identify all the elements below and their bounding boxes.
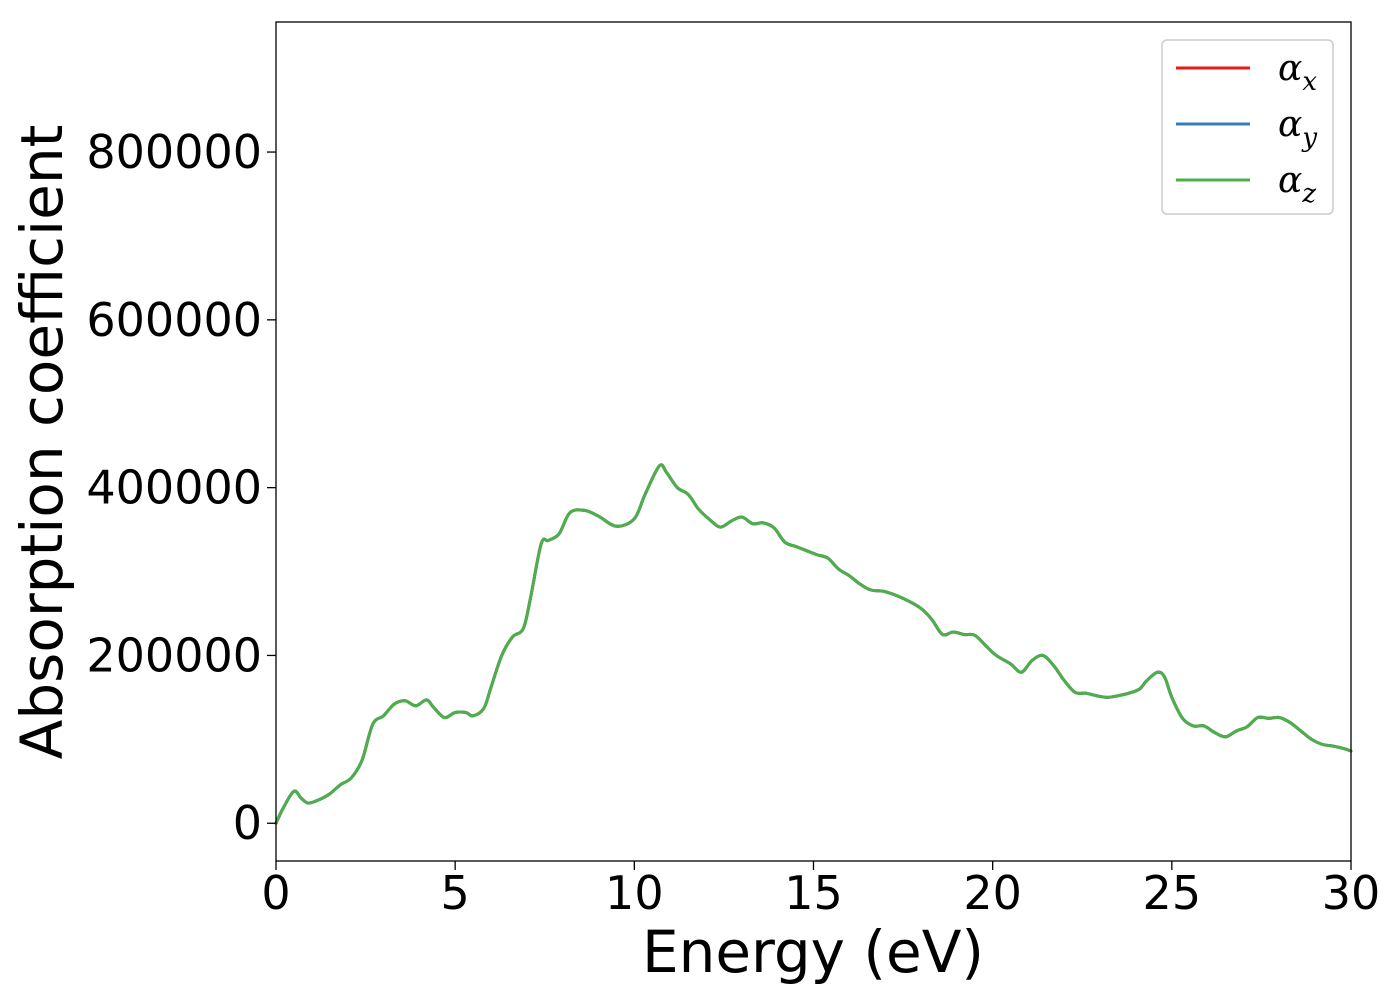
legend-symbol: α [1278,104,1302,145]
y-tick-label: 200000 [86,628,262,682]
y-axis: 0 200000 400000 600000 800000 [86,125,276,850]
legend-label-alpha-z: αz [1278,160,1316,209]
series-line-alpha-x [274,463,1353,825]
y-tick-label: 0 [233,796,262,850]
x-axis-label: Energy (eV) [642,918,984,986]
x-tick-label: 15 [784,866,843,920]
series-layer [274,463,1353,825]
y-tick-label: 400000 [86,461,262,515]
legend-subscript: x [1302,67,1317,97]
y-tick-label: 600000 [86,293,262,347]
series-line-alpha-z [274,463,1353,825]
x-tick-label: 5 [441,866,470,920]
x-axis: 0 5 10 15 20 25 30 [261,861,1380,920]
legend-subscript: y [1301,123,1317,153]
x-tick-label: 25 [1143,866,1202,920]
y-axis-label: Absorption coefficient [8,125,76,760]
legend-label-alpha-y: αy [1278,104,1317,153]
legend-box [1161,39,1334,215]
x-tick-label: 10 [605,866,664,920]
legend-label-alpha-x: αx [1278,48,1317,97]
legend-subscript: z [1301,179,1316,209]
legend-symbol: α [1278,160,1302,201]
y-tick-label: 800000 [86,125,262,179]
legend-symbol: α [1278,48,1302,89]
x-tick-label: 20 [963,866,1022,920]
series-line-alpha-y [274,463,1353,825]
x-tick-label: 0 [261,866,290,920]
x-tick-label: 30 [1322,866,1381,920]
